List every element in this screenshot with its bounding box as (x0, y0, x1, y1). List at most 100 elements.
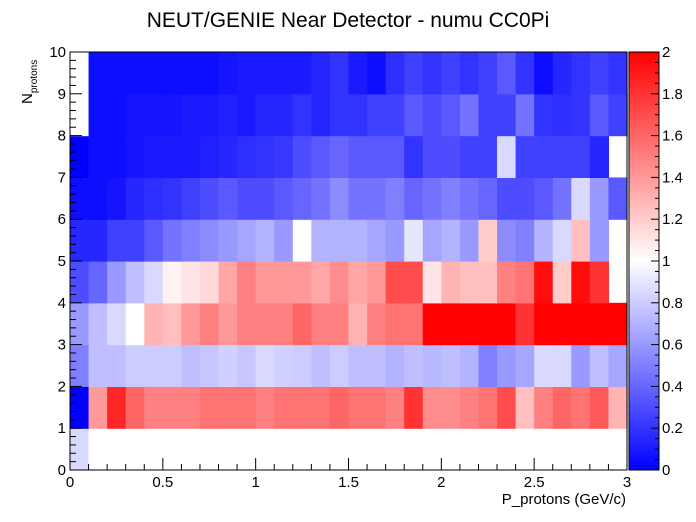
heatmap-cell (589, 261, 610, 304)
heatmap-cell (589, 344, 610, 387)
heatmap-cell (218, 302, 238, 346)
heatmap-cell (274, 177, 294, 220)
heatmap-cell (199, 93, 220, 137)
heatmap-cell (608, 302, 628, 346)
heatmap-cell (534, 344, 554, 387)
heatmap-cell (571, 135, 591, 178)
heatmap-cell (107, 177, 127, 220)
y-tick-label: 6 (58, 211, 66, 228)
heatmap-cell (125, 344, 145, 387)
heatmap-cell (497, 428, 517, 471)
heatmap-cell (255, 177, 275, 220)
heatmap-cell (571, 93, 591, 137)
heatmap-cell (181, 93, 201, 137)
heatmap-cell (329, 261, 350, 304)
heatmap-cell (422, 135, 442, 178)
color-scale-axis: 0 0.2 0.4 0.6 0.8 1 1.2 1.4 1.6 1.8 2 (651, 44, 683, 479)
heatmap-cell (144, 93, 164, 137)
heatmap-cell (459, 261, 480, 304)
heatmap-cell (70, 52, 90, 95)
heatmap-cell (608, 386, 628, 429)
heatmap-cell (367, 219, 387, 262)
heatmap-cell (571, 261, 591, 304)
heatmap-cell (497, 302, 517, 346)
heatmap-cell (534, 52, 554, 95)
heatmap-cell (162, 428, 182, 471)
heatmap-cell (367, 135, 387, 178)
heatmap-cell (162, 135, 182, 178)
heatmap-cell (311, 177, 331, 220)
heatmap-cell (125, 219, 145, 262)
heatmap-cell (422, 177, 442, 220)
heatmap-cell (552, 219, 572, 262)
heatmap-cell (441, 52, 461, 95)
heatmap-cell (478, 344, 498, 387)
heatmap-cells (70, 52, 628, 471)
chart-title: NEUT/GENIE Near Detector - numu CC0Pi (147, 9, 550, 32)
heatmap-cell (274, 386, 294, 429)
heatmap-cell (497, 344, 517, 387)
heatmap-cell (274, 93, 294, 137)
heatmap-cell (107, 93, 127, 137)
x-tick-label: 2.5 (524, 474, 545, 491)
heatmap-cell (608, 428, 628, 471)
x-tick-label: 1 (251, 474, 259, 491)
heatmap-cell (497, 261, 517, 304)
heatmap-cell (255, 93, 275, 137)
heatmap-cell (552, 344, 572, 387)
heatmap-cell (255, 428, 275, 471)
heatmap-cell (404, 386, 424, 429)
y-tick-label: 3 (58, 337, 66, 354)
heatmap-cell (329, 93, 350, 137)
heatmap-cell (459, 52, 480, 95)
heatmap-cell (107, 344, 127, 387)
heatmap-cell (199, 386, 220, 429)
heatmap-cell (181, 261, 201, 304)
heatmap-cell (125, 52, 145, 95)
heatmap-cell (478, 428, 498, 471)
heatmap-cell (255, 386, 275, 429)
heatmap-cell (88, 428, 108, 471)
color-scale-tick-label: 0.6 (662, 337, 683, 354)
heatmap-cell (348, 386, 368, 429)
heatmap-cell (515, 219, 535, 262)
heatmap-cell (237, 219, 257, 262)
heatmap-cell (589, 219, 610, 262)
heatmap-cell (589, 52, 610, 95)
heatmap-cell (70, 302, 90, 346)
heatmap-cell (497, 386, 517, 429)
heatmap-cell (422, 386, 442, 429)
heatmap-cell (404, 219, 424, 262)
heatmap-cell (125, 386, 145, 429)
heatmap-cell (292, 386, 312, 429)
heatmap-cell (218, 344, 238, 387)
heatmap-cell (199, 344, 220, 387)
heatmap-cell (459, 428, 480, 471)
heatmap-cell (348, 302, 368, 346)
y-tick-label: 2 (58, 378, 66, 395)
heatmap-cell (552, 52, 572, 95)
heatmap-cell (534, 219, 554, 262)
heatmap-cell (589, 93, 610, 137)
heatmap-cell (70, 344, 90, 387)
heatmap-cell (237, 302, 257, 346)
heatmap-cell (478, 135, 498, 178)
heatmap-cell (552, 302, 572, 346)
heatmap-cell (385, 93, 405, 137)
heatmap-cell (88, 344, 108, 387)
heatmap-cell (404, 302, 424, 346)
heatmap-cell (571, 52, 591, 95)
heatmap-cell (534, 302, 554, 346)
color-scale-tick-label: 1.4 (662, 169, 683, 186)
heatmap-cell (311, 135, 331, 178)
heatmap-cell (329, 177, 350, 220)
heatmap-cell (329, 219, 350, 262)
heatmap-cell (422, 344, 442, 387)
heatmap-cell (237, 261, 257, 304)
heatmap-cell (441, 261, 461, 304)
heatmap-cell (441, 344, 461, 387)
heatmap-cell (292, 93, 312, 137)
heatmap-cell (218, 93, 238, 137)
heatmap-cell (255, 52, 275, 95)
heatmap-cell (497, 93, 517, 137)
